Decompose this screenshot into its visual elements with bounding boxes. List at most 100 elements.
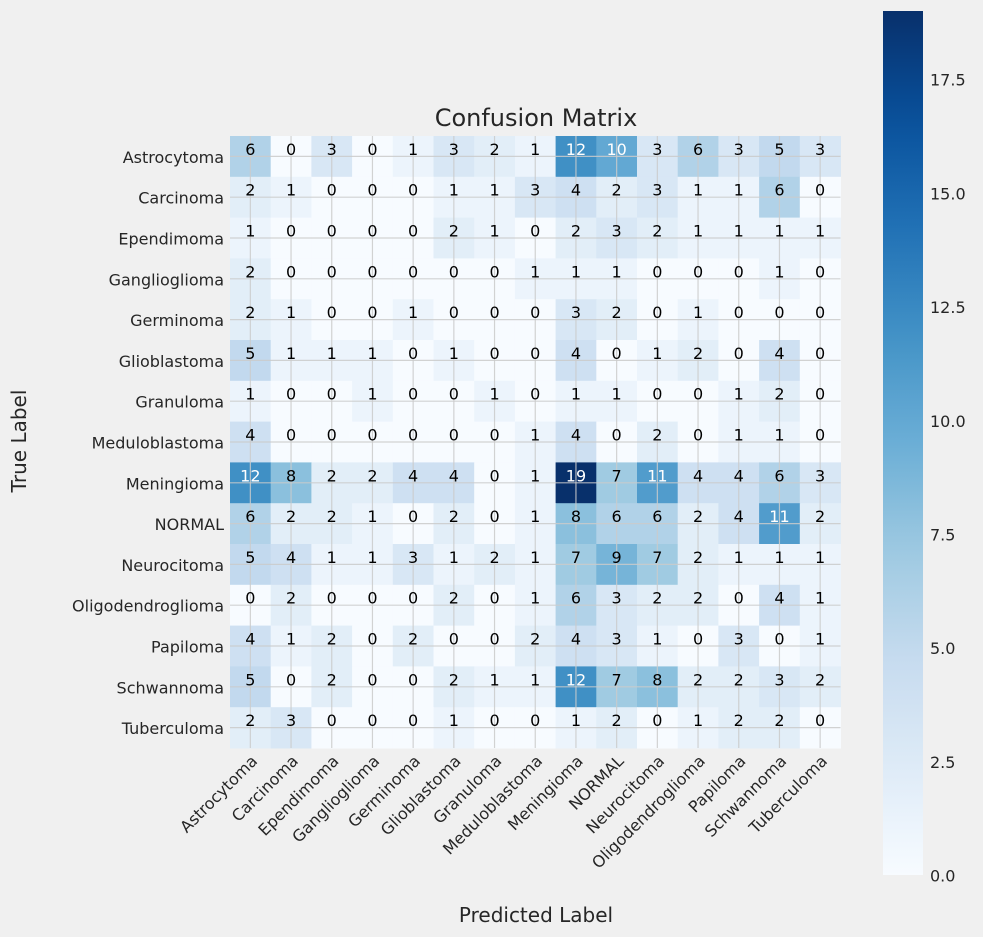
y-tick-8: Meningioma: [126, 474, 224, 493]
cell-value-4-2: 0: [327, 303, 337, 322]
cell-value-9-13: 11: [769, 507, 789, 526]
cell-value-5-8: 4: [571, 344, 581, 363]
cell-value-5-1: 1: [286, 344, 296, 363]
cell-value-10-12: 1: [734, 548, 744, 567]
cell-value-4-14: 0: [815, 303, 825, 322]
cell-value-3-10: 0: [652, 262, 662, 281]
y-tick-9: NORMAL: [155, 515, 224, 534]
colorbar-tick-2: 5.0: [930, 639, 955, 658]
cell-value-8-9: 7: [612, 466, 622, 485]
x-tick-labels: AstrocytomaCarcinomaEpendimomaGangliogli…: [176, 751, 831, 872]
cell-value-4-3: 0: [367, 303, 377, 322]
cell-value-7-4: 0: [408, 426, 418, 445]
cell-value-0-5: 3: [449, 140, 459, 159]
cell-value-10-6: 2: [489, 548, 499, 567]
cell-value-12-0: 4: [245, 630, 255, 649]
cell-value-2-1: 0: [286, 222, 296, 241]
cell-value-11-5: 2: [449, 589, 459, 608]
cell-value-3-8: 1: [571, 262, 581, 281]
cell-value-0-9: 10: [606, 140, 626, 159]
cell-value-6-6: 1: [489, 385, 499, 404]
colorbar-tick-5: 12.5: [930, 298, 966, 317]
cell-value-12-8: 4: [571, 630, 581, 649]
colorbar: [883, 11, 923, 875]
cell-value-7-2: 0: [327, 426, 337, 445]
y-tick-14: Tuberculoma: [121, 719, 224, 738]
cell-value-14-4: 0: [408, 711, 418, 730]
cell-value-7-5: 0: [449, 426, 459, 445]
cell-value-9-2: 2: [327, 507, 337, 526]
cell-value-9-1: 2: [286, 507, 296, 526]
colorbar-tick-4: 10.0: [930, 412, 966, 431]
cell-value-5-4: 0: [408, 344, 418, 363]
cell-value-8-4: 4: [408, 466, 418, 485]
cell-value-4-11: 1: [693, 303, 703, 322]
cell-value-0-6: 2: [489, 140, 499, 159]
cell-value-10-8: 7: [571, 548, 581, 567]
cell-value-7-13: 1: [774, 426, 784, 445]
cell-value-14-2: 0: [327, 711, 337, 730]
cell-value-12-11: 0: [693, 630, 703, 649]
cell-value-2-6: 1: [489, 222, 499, 241]
cell-value-13-0: 5: [245, 670, 255, 689]
y-tick-3: Ganglioglioma: [109, 270, 224, 289]
cell-value-14-5: 1: [449, 711, 459, 730]
y-tick-5: Glioblastoma: [119, 352, 224, 371]
cell-value-1-6: 1: [489, 181, 499, 200]
y-tick-labels: Astrocytoma Carcinoma Ependimoma Gangliogli…: [72, 148, 224, 738]
cell-value-5-14: 0: [815, 344, 825, 363]
cell-value-6-8: 1: [571, 385, 581, 404]
cell-value-8-14: 3: [815, 466, 825, 485]
cell-value-3-9: 1: [612, 262, 622, 281]
cell-value-12-2: 2: [327, 630, 337, 649]
cell-value-1-12: 1: [734, 181, 744, 200]
cell-value-6-1: 0: [286, 385, 296, 404]
cell-value-0-7: 1: [530, 140, 540, 159]
cell-value-14-7: 0: [530, 711, 540, 730]
cell-value-6-7: 0: [530, 385, 540, 404]
cell-value-9-11: 2: [693, 507, 703, 526]
cell-value-10-0: 5: [245, 548, 255, 567]
cell-value-0-1: 0: [286, 140, 296, 159]
cell-value-11-3: 0: [367, 589, 377, 608]
cell-value-8-11: 4: [693, 466, 703, 485]
colorbar-tick-1: 2.5: [930, 753, 955, 772]
cell-value-4-13: 0: [774, 303, 784, 322]
colorbar-tick-0: 0.0: [930, 867, 955, 886]
y-tick-1: Carcinoma: [138, 189, 224, 208]
cell-value-0-8: 12: [566, 140, 586, 159]
cell-value-13-10: 8: [652, 670, 662, 689]
cell-value-0-0: 6: [245, 140, 255, 159]
cell-value-6-3: 1: [367, 385, 377, 404]
cell-value-13-8: 12: [566, 670, 586, 689]
chart-title: Confusion Matrix: [435, 104, 638, 132]
cell-value-8-7: 1: [530, 466, 540, 485]
cell-value-3-1: 0: [286, 262, 296, 281]
cell-value-6-14: 0: [815, 385, 825, 404]
cell-value-5-7: 0: [530, 344, 540, 363]
cell-value-4-7: 0: [530, 303, 540, 322]
cell-value-10-9: 9: [612, 548, 622, 567]
cell-value-1-0: 2: [245, 181, 255, 200]
cell-value-14-8: 1: [571, 711, 581, 730]
cell-value-14-1: 3: [286, 711, 296, 730]
cell-value-5-9: 0: [612, 344, 622, 363]
y-tick-11: Oligodendroglioma: [72, 597, 224, 616]
cell-value-2-8: 2: [571, 222, 581, 241]
cell-value-4-12: 0: [734, 303, 744, 322]
x-axis-label: Predicted Label: [459, 903, 613, 927]
cell-value-2-10: 2: [652, 222, 662, 241]
cell-values: 6 0 3 0 1 3 2 1 12 10 3 6 3 5 32 1 0 0 0 1 1 3 4 2 3 1 1 6 01 0 0 0 0 2 1 0…: [240, 140, 825, 730]
y-tick-2: Ependimoma: [118, 230, 224, 249]
cell-value-13-11: 2: [693, 670, 703, 689]
cell-value-4-8: 3: [571, 303, 581, 322]
cell-value-11-12: 0: [734, 589, 744, 608]
cell-value-12-6: 0: [489, 630, 499, 649]
cell-value-14-3: 0: [367, 711, 377, 730]
cell-value-3-14: 0: [815, 262, 825, 281]
cell-value-1-8: 4: [571, 181, 581, 200]
cell-value-7-6: 0: [489, 426, 499, 445]
cell-value-6-2: 0: [327, 385, 337, 404]
cell-value-0-14: 3: [815, 140, 825, 159]
